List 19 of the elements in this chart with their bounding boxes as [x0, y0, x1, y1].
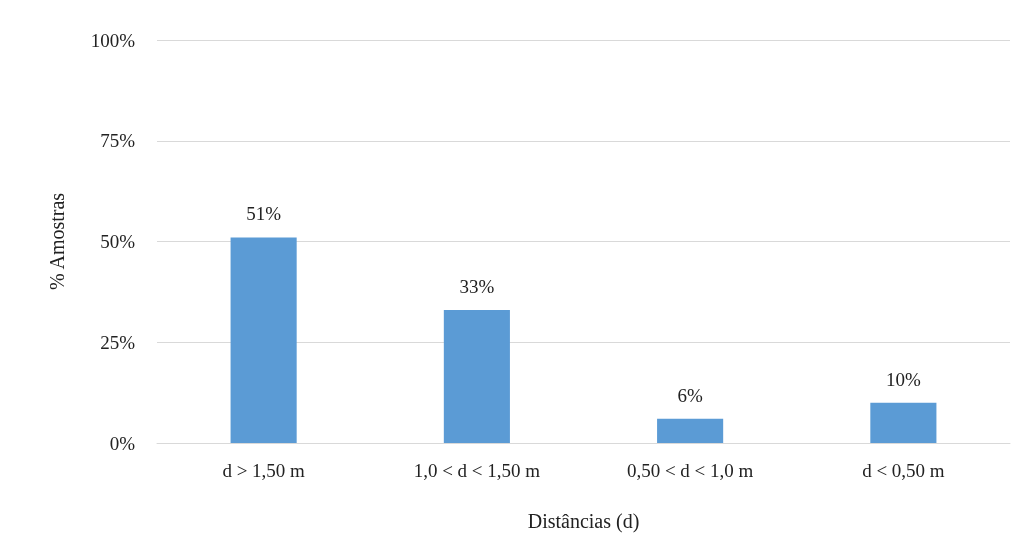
bar — [657, 418, 724, 443]
y-tick-label: 100% — [90, 29, 136, 51]
x-tick-label: 0,50 < d < 1,0 m — [626, 460, 754, 481]
x-tick-label: d > 1,50 m — [222, 460, 306, 481]
x-axis-title: Distâncias (d) — [527, 510, 640, 533]
data-label: 51% — [246, 203, 282, 225]
x-tick-label: 1,0 < d < 1,50 m — [413, 460, 541, 481]
bar — [443, 310, 510, 443]
y-tick-label: 50% — [100, 231, 136, 252]
y-axis-title: % Amostras — [46, 192, 68, 291]
data-label: 33% — [459, 276, 495, 298]
y-tick-label: 0% — [109, 432, 136, 454]
bar — [230, 237, 297, 443]
bar — [870, 402, 937, 443]
x-tick-label: d < 0,50 m — [862, 460, 945, 481]
data-label: 6% — [677, 384, 703, 406]
data-label: 10% — [885, 368, 921, 390]
y-tick-label: 25% — [100, 331, 136, 353]
y-tick-label: 75% — [100, 130, 136, 152]
